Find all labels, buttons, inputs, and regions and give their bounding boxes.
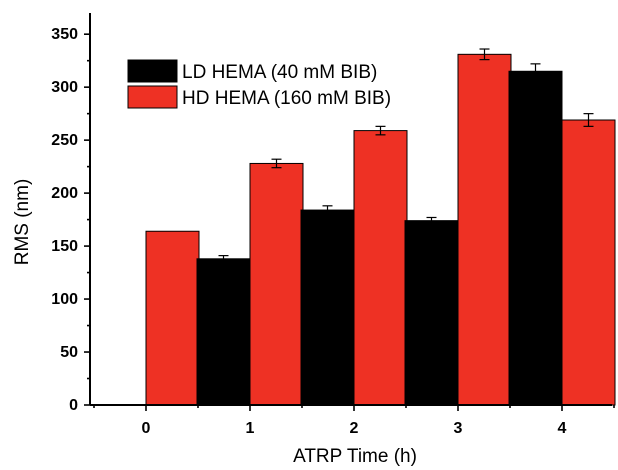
bars-layer (145, 48, 616, 406)
x-tick-label: 1 (246, 420, 255, 437)
bar-hd-2 (353, 130, 408, 406)
x-axis-title: ATRP Time (h) (293, 446, 417, 467)
bar-ld-1 (196, 258, 251, 406)
bar-ld-4 (508, 70, 563, 406)
axes-layer: 0 50 100 150 200 250 300 350 0 1 2 3 4 (51, 13, 615, 437)
y-tick-label: 300 (51, 79, 78, 96)
legend-label-ld: LD HEMA (40 mM BIB) (182, 62, 377, 83)
x-tick-label: 3 (454, 420, 463, 437)
y-tick-label: 50 (60, 344, 78, 361)
legend-swatch-ld (127, 59, 178, 83)
bar-ld-3 (404, 220, 459, 406)
legend-swatch-hd (127, 85, 178, 109)
bar-hd-4 (561, 119, 616, 406)
y-tick-label: 200 (51, 185, 78, 202)
bar-hd-1 (249, 162, 304, 406)
x-tick-label: 0 (142, 420, 151, 437)
y-tick-label: 150 (51, 238, 78, 255)
bar-hd-0 (145, 230, 200, 406)
y-tick-label: 250 (51, 132, 78, 149)
y-tick-label: 0 (69, 397, 78, 414)
y-tick-label: 350 (51, 26, 78, 43)
bar-hd-3 (457, 53, 512, 406)
x-tick-label: 4 (558, 420, 567, 437)
x-tick-label: 2 (350, 420, 359, 437)
y-axis-title: RMS (nm) (12, 179, 33, 266)
y-tick-label: 100 (51, 291, 78, 308)
legend: LD HEMA (40 mM BIB) HD HEMA (160 mM BIB) (127, 59, 391, 109)
legend-label-hd: HD HEMA (160 mM BIB) (182, 88, 391, 109)
bar-ld-2 (300, 209, 355, 406)
